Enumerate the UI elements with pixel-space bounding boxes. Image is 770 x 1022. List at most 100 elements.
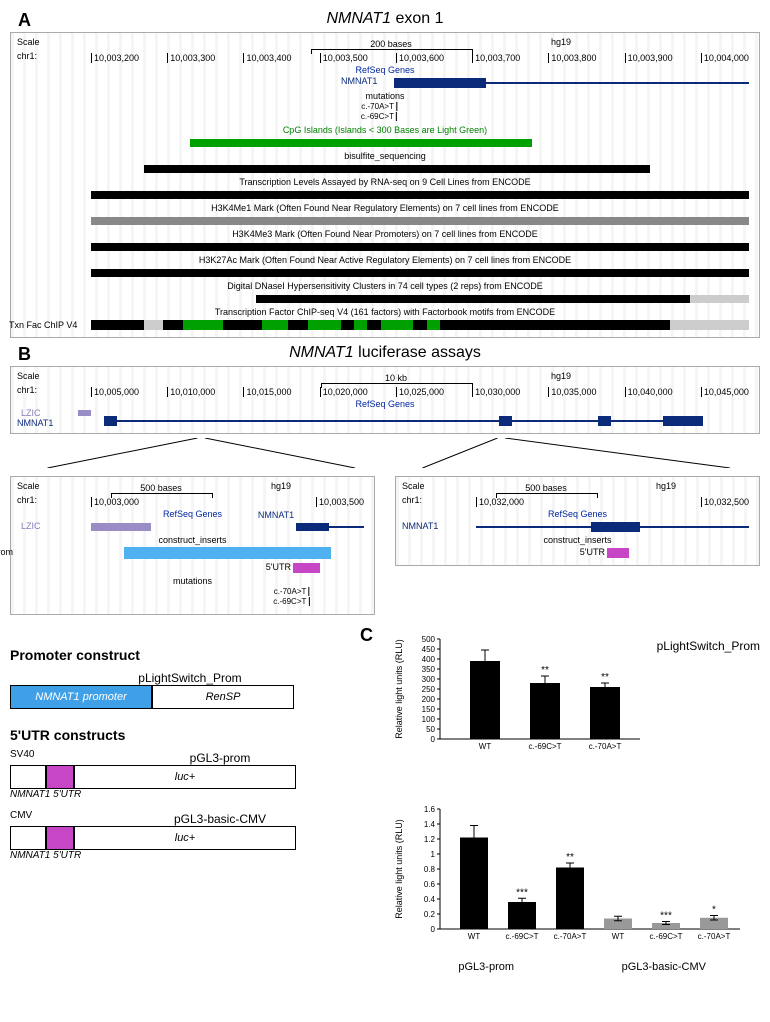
svg-text:200: 200: [422, 695, 436, 704]
panel-b-right-subview: Scale 500 bases hg19 chr1: 10,032,00010,…: [395, 476, 760, 566]
tfchip-label: Transcription Factor ChIP-seq V4 (161 fa…: [11, 307, 759, 317]
coord-ticks: 10,003,20010,003,30010,003,40010,003,500…: [91, 51, 749, 65]
svg-text:1.6: 1.6: [424, 805, 436, 814]
scale-text: 200 bases: [370, 39, 412, 49]
coord-ticks-br: 10,032,00010,032,500: [476, 495, 749, 509]
panel-b-main-view: Scale 10 kb hg19 chr1: 10,005,00010,010,…: [10, 366, 760, 434]
assembly: hg19: [551, 37, 571, 47]
h3k4me1-track: [11, 214, 759, 228]
assembly-bl: hg19: [271, 481, 291, 491]
pgl3prom-label: pGL3-prom: [70, 751, 370, 765]
panel-b-title: NMNAT1 luciferase assays: [10, 344, 760, 362]
cpg-track: [11, 136, 759, 150]
plightswitch-label: pLightSwitch_Prom: [10, 671, 370, 685]
nmnat1-label-bl: NMNAT1: [258, 510, 294, 520]
pgl3cmv-label: pGL3-basic-CMV: [70, 812, 370, 826]
panel-a-track-view: Scale 200 bases hg19 chr1: 10,003,20010,…: [10, 32, 760, 338]
svg-text:450: 450: [422, 645, 436, 654]
panel-a-title: NMNAT1 exon 1: [10, 10, 760, 28]
mutations-label-bl: mutations: [11, 576, 374, 586]
promoter-construct-diagram: pLightSwitch_Prom NMNAT1 promoterRenSP: [10, 671, 370, 709]
assembly-b: hg19: [551, 371, 571, 381]
coord-ticks-b: 10,005,00010,010,00010,015,00010,020,000…: [91, 385, 749, 399]
txn-side-label: Txn Fac ChIP V4: [9, 320, 77, 330]
scale-label: Scale: [17, 37, 40, 47]
refseq-label: RefSeq Genes: [11, 65, 759, 75]
scale-label-bl: Scale: [17, 481, 40, 491]
luc-box-2: luc+: [74, 826, 296, 850]
svg-text:**: **: [566, 852, 574, 863]
chrom-label-br: chr1:: [402, 495, 422, 505]
refseq-label-br: RefSeq Genes: [396, 509, 759, 519]
panel-c-label: C: [360, 625, 373, 646]
svg-text:c.-70A>T: c.-70A>T: [554, 932, 587, 941]
gene-track-b: LZIC NMNAT1: [11, 410, 759, 428]
svg-text:WT: WT: [468, 932, 481, 941]
utr-track-br: 5'UTR: [396, 546, 759, 560]
rnaseq-track: [11, 188, 759, 202]
gene-track: NMNAT1: [11, 76, 759, 90]
svg-text:50: 50: [426, 725, 435, 734]
svg-text:1.4: 1.4: [424, 820, 436, 829]
utr-box-1: [46, 765, 74, 789]
nmnat1-utr-label-2: NMNAT1 5'UTR: [10, 850, 370, 861]
nmnat1-label-b: NMNAT1: [17, 418, 53, 428]
assembly-br: hg19: [656, 481, 676, 491]
svg-text:150: 150: [422, 705, 436, 714]
cpg-label: CpG Islands (Islands < 300 Bases are Lig…: [11, 125, 759, 135]
cmv-label: CMV: [10, 810, 32, 821]
svg-text:WT: WT: [612, 932, 625, 941]
lzic-label-bl: LZIC: [21, 521, 41, 531]
h3k4me1-label: H3K4Me1 Mark (Often Found Near Regulator…: [11, 203, 759, 213]
scale-label-b: Scale: [17, 371, 40, 381]
svg-text:c.-69C>T: c.-69C>T: [649, 932, 682, 941]
svg-text:0.4: 0.4: [424, 895, 436, 904]
svg-text:250: 250: [422, 685, 436, 694]
panel-b-left-subview: Scale 500 bases hg19 chr1: 10,003,00010,…: [10, 476, 375, 615]
panel-b-label: B: [18, 344, 31, 365]
zoom-connector-left: [10, 438, 385, 468]
rensp-box: RenSP: [152, 685, 294, 709]
tfchip-track: Txn Fac ChIP V4: [11, 318, 759, 332]
svg-text:400: 400: [422, 655, 436, 664]
svg-text:300: 300: [422, 675, 436, 684]
svg-text:0.6: 0.6: [424, 880, 436, 889]
chrom-label-b: chr1:: [17, 385, 37, 395]
svg-text:WT: WT: [479, 742, 492, 751]
svg-text:*: *: [712, 905, 716, 916]
chrom-label: chr1:: [17, 51, 37, 61]
panel-a-label: A: [18, 10, 31, 31]
refseq-label-bl: RefSeq Genes: [11, 509, 374, 519]
svg-text:Relative light units (RLU): Relative light units (RLU): [394, 639, 404, 739]
dnase-track: [11, 292, 759, 306]
svg-text:c.-69C>T: c.-69C>T: [505, 932, 538, 941]
construct-label-br: construct_inserts: [396, 535, 759, 545]
svg-text:0: 0: [431, 735, 436, 744]
mutations-track: c.-70A>Tc.-69C>T: [11, 102, 759, 124]
svg-text:350: 350: [422, 665, 436, 674]
svg-text:***: ***: [516, 887, 528, 898]
gene-track-bl: LZIC NMNAT1: [11, 520, 374, 534]
promoter-construct-title: Promoter construct: [10, 647, 370, 663]
nmnat1-utr-label-1: NMNAT1 5'UTR: [10, 789, 370, 800]
h3k27ac-track: [11, 266, 759, 280]
svg-text:**: **: [601, 672, 609, 683]
svg-text:0.2: 0.2: [424, 910, 436, 919]
h3k4me3-track: [11, 240, 759, 254]
rnaseq-label: Transcription Levels Assayed by RNA-seq …: [11, 177, 759, 187]
svg-text:500: 500: [422, 635, 436, 644]
chart-pgl3: 00.20.40.60.811.21.41.6Relative light un…: [390, 799, 760, 973]
dnase-label: Digital DNaseI Hypersensitivity Clusters…: [11, 281, 759, 291]
nmnat1-label-br: NMNAT1: [402, 521, 438, 531]
scale-text-b: 10 kb: [385, 373, 407, 383]
scale-label-br: Scale: [402, 481, 425, 491]
h3k27ac-label: H3K27Ac Mark (Often Found Near Active Re…: [11, 255, 759, 265]
chrom-label-bl: chr1:: [17, 495, 37, 505]
scale-text-bl: 500 bases: [140, 483, 182, 493]
sv40-box: [10, 765, 46, 789]
svg-text:100: 100: [422, 715, 436, 724]
luc-box-1: luc+: [74, 765, 296, 789]
mutations-label: mutations: [11, 91, 759, 101]
utr-track-bl: 5'UTR: [11, 561, 374, 575]
pgl3prom-diagram: SV40 pGL3-prom luc+ NMNAT1 5'UTR: [10, 751, 370, 800]
